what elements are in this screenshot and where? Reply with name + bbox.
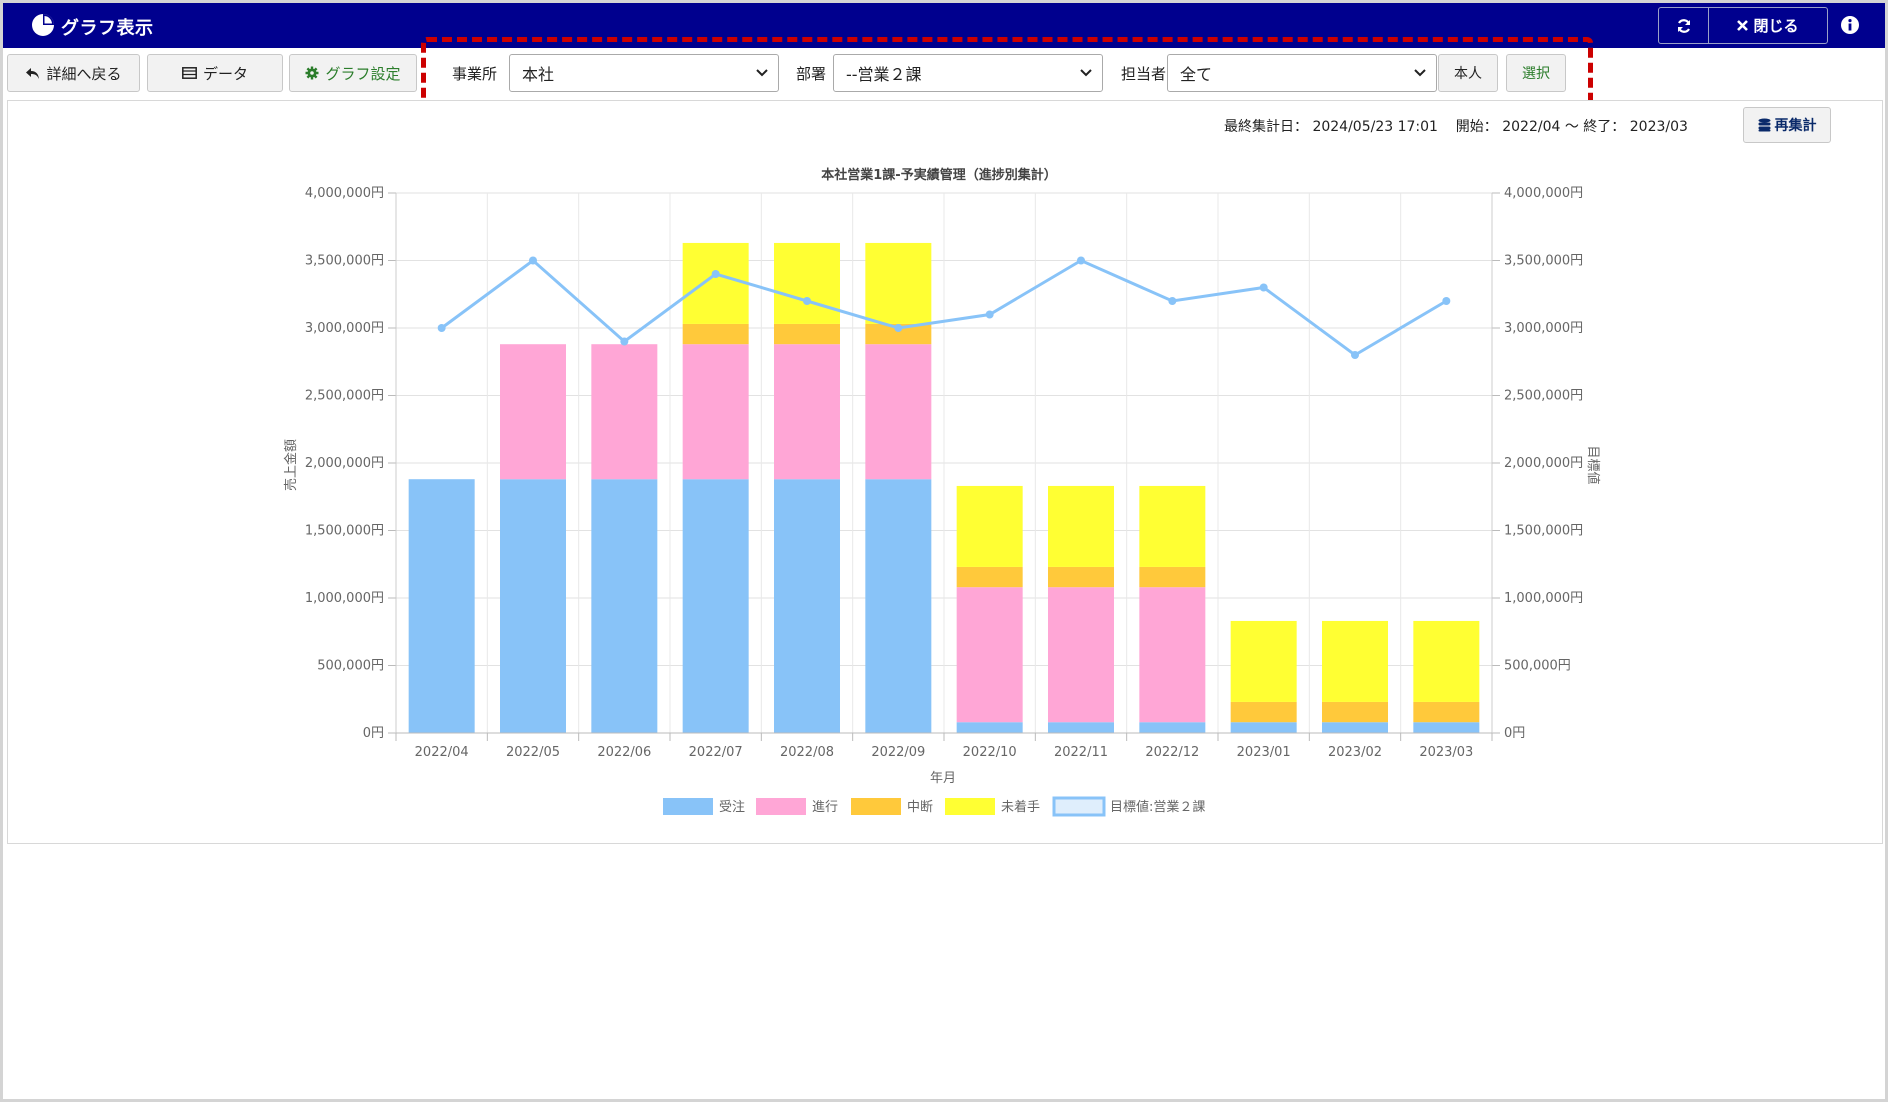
reply-arrow-icon [26, 67, 40, 79]
end-value: 2023/03 [1629, 119, 1688, 135]
table-icon [182, 67, 197, 79]
office-select-value: 本社 [522, 65, 555, 84]
last-aggregated-value: 2024/05/23 17:01 [1312, 119, 1438, 135]
select-label: 選択 [1522, 66, 1550, 82]
dept-select-value: --営業２課 [846, 65, 922, 84]
office-label: 事業所 [452, 65, 498, 83]
start-value: 2022/04 [1502, 119, 1561, 135]
start-label: 開始： [1455, 119, 1498, 135]
data-button[interactable]: データ [147, 54, 283, 92]
close-icon [1737, 20, 1749, 31]
database-icon [1758, 118, 1770, 132]
self-button[interactable]: 本人 [1438, 54, 1498, 92]
end-label: 終了： [1583, 119, 1626, 135]
close-label: 閉じる [1753, 17, 1799, 35]
refresh-icon [1677, 18, 1690, 33]
chevron-down-icon [756, 69, 768, 77]
person-label: 担当者 [1121, 65, 1167, 83]
back-label: 詳細へ戻る [46, 64, 122, 83]
graph-settings-button[interactable]: グラフ設定 [289, 54, 417, 92]
graph-panel [7, 100, 1883, 844]
person-select[interactable]: 全て [1167, 54, 1437, 92]
select-button[interactable]: 選択 [1506, 54, 1566, 92]
settings-label: グラフ設定 [325, 64, 401, 83]
aggregation-info: 最終集計日： 2024/05/23 17:01 開始： 2022/04 ～ 終了… [1224, 116, 1688, 136]
person-select-value: 全て [1180, 65, 1213, 84]
dept-select[interactable]: --営業２課 [833, 54, 1103, 92]
back-to-details-button[interactable]: 詳細へ戻る [7, 54, 140, 92]
data-label: データ [202, 64, 248, 83]
self-label: 本人 [1454, 66, 1482, 82]
title-bar: グラフ表示 閉じる [3, 3, 1885, 48]
chevron-down-icon [1414, 69, 1426, 77]
reaggregate-label: 再集計 [1774, 118, 1817, 134]
titlebar-button-group: 閉じる [1658, 7, 1828, 44]
close-button[interactable]: 閉じる [1709, 8, 1827, 43]
last-aggregated-label: 最終集計日： [1224, 119, 1308, 135]
office-select[interactable]: 本社 [509, 54, 779, 92]
gear-icon [305, 66, 319, 80]
pie-chart-icon [32, 14, 54, 36]
range-tilde: ～ [1564, 119, 1579, 135]
refresh-button[interactable] [1659, 8, 1709, 43]
chevron-down-icon [1080, 69, 1092, 77]
reaggregate-button[interactable]: 再集計 [1743, 107, 1831, 143]
info-icon[interactable] [1840, 15, 1860, 35]
dept-label: 部署 [796, 65, 827, 83]
window-title: グラフ表示 [61, 18, 154, 39]
